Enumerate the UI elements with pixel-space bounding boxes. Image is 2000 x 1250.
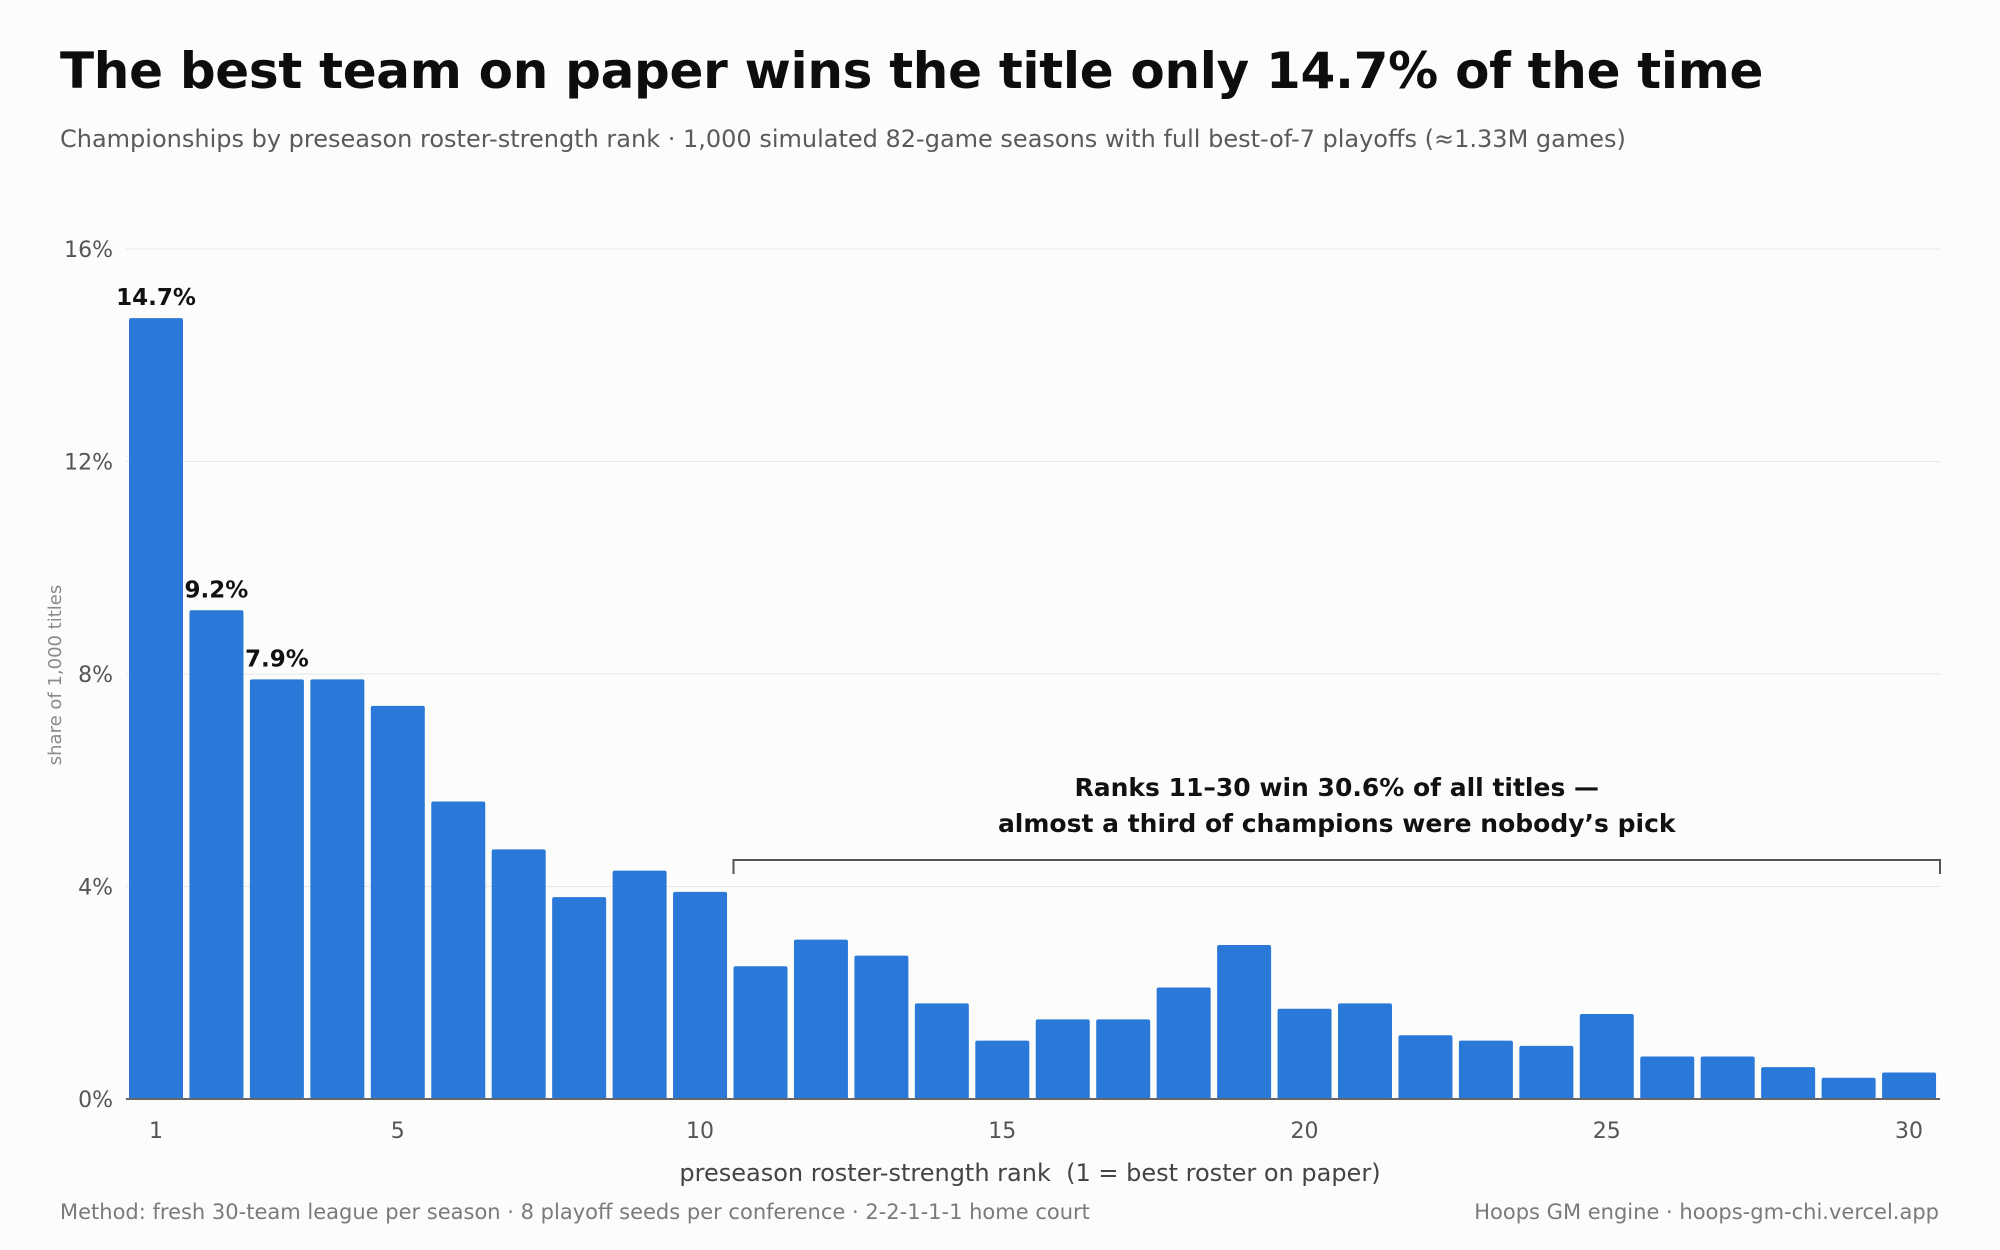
bar-rank-21 xyxy=(1338,1003,1392,1099)
annotation-bracket xyxy=(732,858,1941,874)
gridlines xyxy=(126,248,1940,887)
y-tick-label: 4% xyxy=(78,876,113,901)
bar-rank-7 xyxy=(491,849,546,1099)
x-tick-label: 15 xyxy=(988,1119,1016,1144)
data-label-rank-1: 14.7% xyxy=(116,285,196,311)
bar-rank-17 xyxy=(1096,1019,1151,1099)
bar-rank-18 xyxy=(1156,987,1211,1099)
x-axis-label: preseason roster-strength rank (1 = best… xyxy=(679,1159,1380,1187)
bar-rank-28 xyxy=(1761,1067,1816,1099)
bar-rank-14 xyxy=(914,1003,969,1099)
bar-rank-12 xyxy=(793,939,848,1099)
bar-rank-6 xyxy=(431,801,486,1099)
annotation: Ranks 11–30 win 30.6% of all titles — alm… xyxy=(732,773,1941,874)
bar-rank-9 xyxy=(612,870,667,1099)
bar-rank-20 xyxy=(1277,1008,1332,1099)
annotation-text-line-1: Ranks 11–30 win 30.6% of all titles — xyxy=(1074,773,1599,802)
bar-rank-8 xyxy=(552,897,607,1099)
chart-title: The best team on paper wins the title on… xyxy=(60,42,1764,100)
data-labels: 14.7% 9.2% 7.9% xyxy=(116,285,309,672)
x-tick-label: 20 xyxy=(1291,1119,1319,1144)
bar-rank-19 xyxy=(1217,944,1272,1099)
x-tick-label: 10 xyxy=(686,1119,714,1144)
chart-subtitle: Championships by preseason roster-streng… xyxy=(60,125,1626,153)
bar-rank-16 xyxy=(1035,1019,1090,1099)
bar-rank-4 xyxy=(310,679,365,1099)
y-axis-ticks: 0% 4% 8% 12% 16% xyxy=(64,238,113,1113)
bar-rank-22 xyxy=(1398,1035,1453,1099)
data-label-rank-2: 9.2% xyxy=(185,577,249,603)
bar-rank-30 xyxy=(1882,1072,1937,1099)
x-tick-label: 25 xyxy=(1593,1119,1621,1144)
annotation-text-line-2: almost a third of champions were nobody’… xyxy=(998,809,1677,838)
bar-rank-1 xyxy=(129,318,183,1099)
y-tick-label: 8% xyxy=(78,663,113,688)
x-axis: 1 5 10 15 20 25 30 xyxy=(126,1098,1940,1144)
y-axis-label: share of 1,000 titles xyxy=(45,585,66,766)
source-note: Hoops GM engine · hoops-gm-chi.vercel.ap… xyxy=(1474,1200,1939,1224)
x-tick-label: 1 xyxy=(149,1119,163,1144)
y-tick-label: 0% xyxy=(78,1088,113,1113)
bar-rank-29 xyxy=(1821,1077,1876,1099)
method-note: Method: fresh 30-team league per season … xyxy=(60,1200,1090,1224)
bar-rank-27 xyxy=(1700,1056,1755,1099)
x-tick-label: 30 xyxy=(1895,1119,1923,1144)
bar-rank-13 xyxy=(854,955,909,1099)
x-tick-label: 5 xyxy=(391,1119,405,1144)
bars xyxy=(129,318,1937,1099)
bar-rank-5 xyxy=(370,705,425,1099)
y-tick-label: 12% xyxy=(64,451,113,476)
bar-rank-2 xyxy=(189,610,244,1099)
bar-rank-26 xyxy=(1640,1056,1695,1099)
bar-rank-10 xyxy=(673,891,728,1099)
bar-rank-15 xyxy=(975,1040,1030,1099)
bar-rank-3 xyxy=(249,679,304,1099)
y-tick-label: 16% xyxy=(64,238,113,263)
data-label-rank-3: 7.9% xyxy=(245,646,309,672)
bar-rank-25 xyxy=(1579,1014,1634,1099)
bar-rank-11 xyxy=(733,966,788,1099)
bar-rank-23 xyxy=(1458,1040,1513,1099)
bar-rank-24 xyxy=(1519,1045,1574,1099)
